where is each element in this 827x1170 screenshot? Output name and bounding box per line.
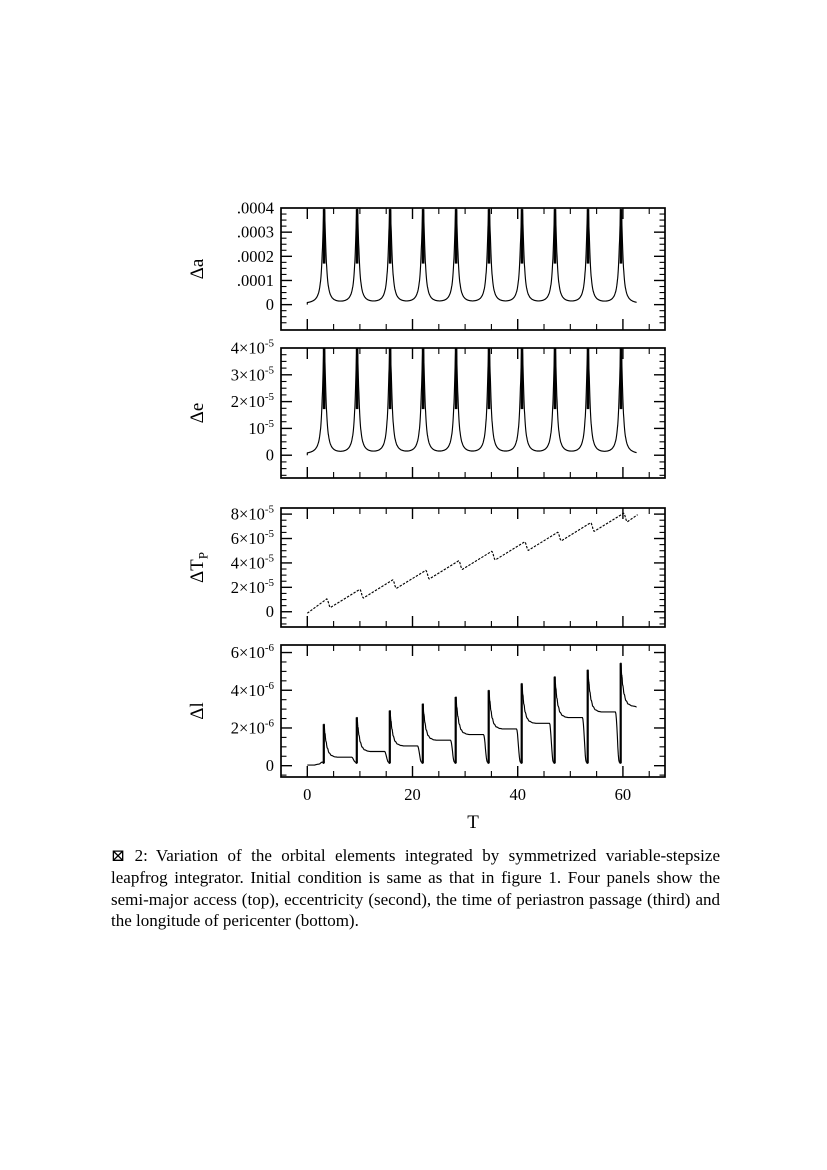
x-axis-ticks — [306, 208, 650, 330]
figure-caption: ⊠ 2: Variation of the orbital elements in… — [111, 845, 720, 932]
panel-delta-l: 0 2×10-6 4×10-6 6×10-6 Δl — [187, 642, 666, 778]
y-tick-label: 6×10-6 — [231, 642, 275, 662]
y-tick-label: .0002 — [237, 247, 274, 266]
y-axis-title: Δl — [187, 702, 208, 720]
y-axis-ticks — [281, 354, 665, 476]
y-axis-title: Δa — [187, 258, 208, 279]
series-line — [306, 512, 638, 614]
y-tick-label: 2×10-5 — [231, 391, 275, 411]
series-line — [306, 208, 637, 305]
series-line — [307, 662, 637, 766]
x-tick-label: 20 — [404, 785, 421, 804]
y-axis-ticks — [281, 651, 665, 776]
y-tick-label: 8×10-5 — [231, 504, 275, 524]
figure-caption-label: ⊠ 2: — [111, 846, 148, 865]
plot-frame — [280, 207, 666, 331]
figure-plots: 0 .0001 .0002 .0003 .0004 Δa 0 10-5 2×10-5 3×10-5… — [187, 199, 666, 833]
x-axis-title: T — [467, 812, 479, 833]
y-tick-label: .0004 — [237, 199, 274, 218]
y-axis-title: Δe — [187, 403, 208, 424]
y-tick-label: 6×10-5 — [231, 528, 275, 548]
plot-frame — [280, 347, 666, 479]
panel-delta-e: 0 10-5 2×10-5 3×10-5 4×10-5 Δe — [187, 338, 666, 479]
x-tick-label: 0 — [303, 785, 311, 804]
y-tick-label: 4×10-5 — [231, 338, 275, 358]
y-tick-label: 0 — [266, 295, 274, 314]
x-axis-ticks — [306, 508, 650, 627]
y-axis-ticks — [281, 513, 665, 625]
series-line — [306, 348, 637, 456]
y-axis-title: ΔTP — [187, 552, 211, 583]
y-tick-label: 4×10-6 — [231, 680, 275, 700]
panel-delta-tp: 0 2×10-5 4×10-5 6×10-5 8×10-5 ΔTP — [187, 504, 666, 628]
y-tick-label: .0003 — [237, 223, 274, 242]
y-axis-ticks — [281, 213, 665, 324]
y-tick-label: 4×10-5 — [231, 552, 275, 572]
x-axis-labels: 0 20 40 60 T — [303, 785, 631, 833]
y-tick-label: 2×10-5 — [231, 577, 275, 597]
figure-caption-text: Variation of the orbital elements integr… — [111, 846, 720, 931]
x-axis-ticks — [306, 348, 650, 478]
plot-frame — [280, 644, 666, 778]
y-tick-label: .0001 — [237, 271, 274, 290]
panel-delta-a: 0 .0001 .0002 .0003 .0004 Δa — [187, 199, 666, 331]
y-tick-label: 0 — [266, 756, 274, 775]
plot-frame — [280, 507, 666, 628]
y-tick-label: 2×10-6 — [231, 717, 275, 737]
y-tick-label: 0 — [266, 446, 274, 465]
x-tick-label: 60 — [615, 785, 632, 804]
y-tick-label: 10-5 — [248, 418, 274, 438]
x-axis-ticks — [306, 645, 650, 777]
y-tick-label: 0 — [266, 602, 274, 621]
y-tick-label: 3×10-5 — [231, 364, 275, 384]
x-tick-label: 40 — [509, 785, 526, 804]
